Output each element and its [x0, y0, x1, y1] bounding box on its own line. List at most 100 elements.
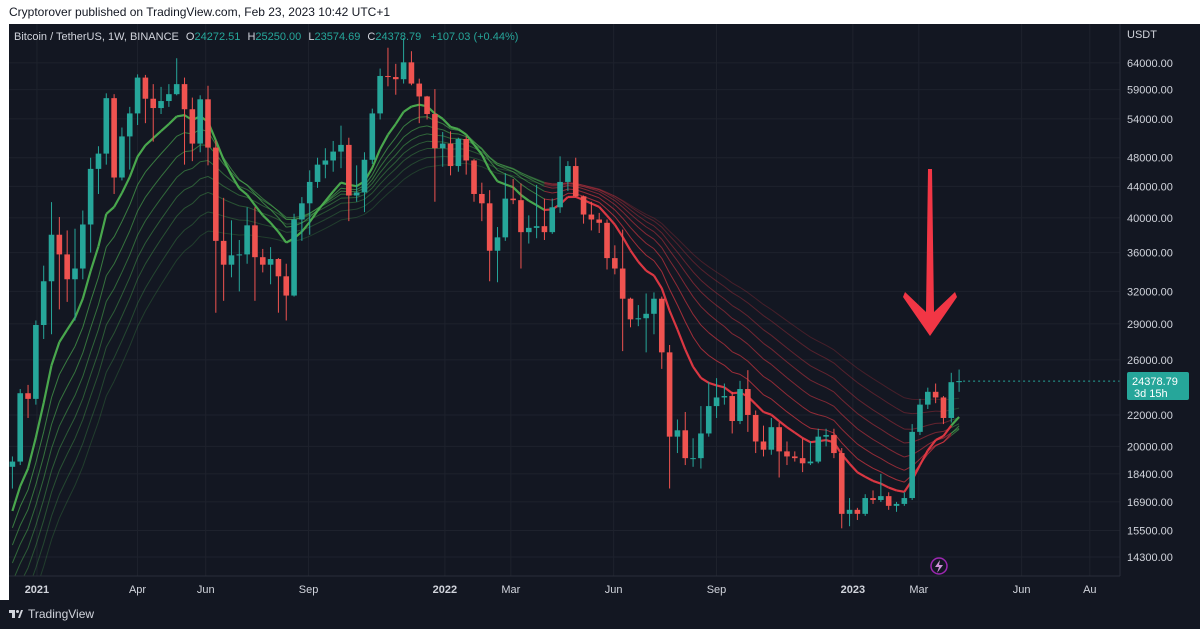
candle	[64, 230, 70, 302]
ema-segment	[528, 180, 537, 184]
currency-label: USDT	[1127, 29, 1157, 41]
ema-segment	[747, 315, 757, 324]
ema-segment	[778, 370, 788, 379]
ema-segment	[661, 223, 670, 232]
candle-body	[635, 318, 642, 320]
symbol-legend[interactable]: Bitcoin / TetherUS, 1W, BINANCE O24272.5…	[14, 31, 519, 43]
ema-segment	[645, 254, 655, 262]
candle-body	[134, 77, 141, 114]
ema-segment	[645, 242, 655, 250]
symbol-title: Bitcoin / TetherUS, 1W, BINANCE	[14, 31, 179, 43]
candle	[878, 473, 884, 502]
ema-segment	[66, 438, 76, 455]
ema-segment	[520, 172, 529, 177]
ema-segment	[669, 272, 678, 287]
candle	[784, 441, 790, 466]
time-tick-label: Au	[1083, 584, 1096, 596]
candle-body	[150, 98, 157, 109]
tradingview-brand[interactable]: TradingView	[9, 607, 94, 621]
candle	[533, 184, 540, 239]
candle	[181, 77, 188, 165]
ema-segment	[160, 166, 170, 177]
ema-segment	[82, 301, 92, 328]
ema-segment	[739, 296, 749, 304]
chart-pane[interactable]: USDT 64000.00 59000.00 54000.00 48000.00 440…	[9, 24, 1200, 600]
ema-segment	[427, 165, 435, 168]
ema-segment	[403, 139, 412, 147]
candle	[416, 78, 423, 124]
ema-segment	[700, 306, 710, 315]
ema-segment	[450, 132, 459, 135]
ema-segment	[160, 123, 170, 132]
publisher-bar: Cryptorover published on TradingView.com…	[0, 0, 1200, 24]
ema-segment	[137, 220, 146, 236]
candle	[283, 263, 290, 321]
candle	[432, 89, 438, 202]
candle	[901, 492, 908, 506]
candle	[909, 424, 915, 500]
ema-segment	[497, 162, 506, 167]
ema-segment	[786, 332, 796, 340]
candle-body	[502, 198, 509, 238]
ema-segment	[637, 235, 647, 244]
ema-segment	[825, 416, 835, 421]
ema-segment	[677, 260, 686, 273]
ema-segment	[591, 186, 600, 191]
candle-body	[580, 196, 587, 215]
ema-segment	[544, 198, 553, 201]
ema-segment	[58, 453, 68, 471]
lightning-icon[interactable]	[930, 557, 948, 575]
ema-segment	[262, 200, 271, 206]
ema-segment	[778, 405, 788, 413]
ema-segment	[387, 168, 397, 177]
candle	[103, 93, 110, 165]
candle	[197, 95, 203, 153]
ema-segment	[332, 210, 342, 216]
ema-segment	[684, 261, 694, 273]
ema-segment	[105, 311, 115, 326]
ema-segment	[356, 194, 365, 198]
ema-segment	[880, 414, 889, 421]
ema-segment	[403, 164, 412, 171]
time-axis[interactable]: 2021 Apr Jun Sep 2022 Mar Jun Sep 2023 Mar Jun Au	[9, 575, 1200, 600]
ema-segment	[270, 209, 279, 219]
candle	[752, 410, 759, 454]
candle-body	[228, 255, 235, 265]
candle-body	[486, 203, 493, 251]
ema-segment	[489, 164, 498, 169]
close-value: 24378.79	[375, 31, 422, 43]
ema-segment	[755, 335, 764, 344]
candle	[166, 84, 172, 107]
ema-segment	[927, 422, 936, 426]
ema-segment	[434, 155, 443, 158]
ema-segment	[441, 118, 452, 128]
ema-segment	[254, 201, 264, 207]
candle-body	[72, 268, 78, 280]
ema-segment	[872, 467, 882, 473]
ema-segment	[144, 297, 154, 312]
ema-segment	[270, 204, 279, 212]
ema-segment	[262, 236, 271, 239]
ema-segment	[35, 520, 45, 546]
candle-body	[705, 406, 712, 434]
ema-segment	[42, 365, 53, 404]
ema-segment	[825, 429, 835, 434]
chart-canvas[interactable]: USDT 64000.00 59000.00 54000.00 48000.00 440…	[9, 24, 1200, 600]
price-axis[interactable]: USDT 64000.00 59000.00 54000.00 48000.00 440…	[1119, 24, 1200, 576]
candle	[353, 165, 360, 202]
ema-segment	[308, 210, 319, 223]
ema-segment	[520, 173, 530, 179]
ema-segment	[731, 305, 741, 311]
ema-segment	[371, 183, 381, 194]
open-value: 24272.51	[194, 31, 241, 43]
ema-segment	[121, 298, 131, 317]
candle-body	[878, 496, 884, 500]
candle	[580, 195, 587, 224]
ema-segment	[317, 219, 326, 224]
ema-segment	[724, 298, 733, 306]
candle	[338, 125, 344, 169]
ema-segment	[810, 427, 819, 430]
ema-segment	[528, 189, 537, 195]
ema-segment	[403, 120, 412, 127]
ema-segment	[810, 336, 819, 342]
